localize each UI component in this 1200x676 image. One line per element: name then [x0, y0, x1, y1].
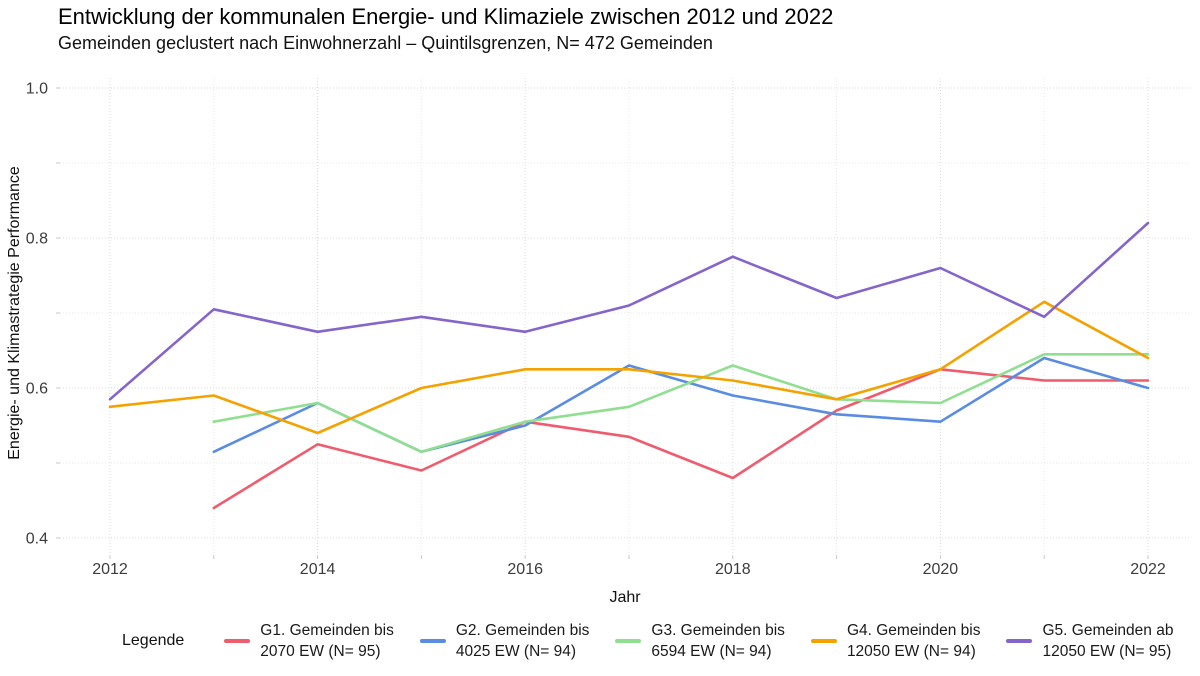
legend: Legende G1. Gemeinden bis 2070 EW (N= 95)… — [122, 620, 1173, 662]
series-line-g1 — [212, 367, 1150, 510]
legend-swatch-g5 — [1006, 639, 1033, 643]
y-axis-title: Energie- und Klimastrategie Performance — [6, 166, 23, 460]
x-tick-label: 2016 — [507, 561, 543, 578]
y-tick-label: 0.8 — [26, 231, 48, 248]
line-chart-plot-area: 2012 2014 2016 2018 2020 2022 0.4 0.6 0.8 1.0 Jahr… — [6, 78, 1190, 606]
legend-label-g2: G2. Gemeinden bis 4025 EW (N= 94) — [455, 622, 590, 660]
chart-title: Entwicklung der kommunalen Energie- und … — [58, 4, 834, 29]
legend-title: Legende — [122, 632, 185, 649]
legend-entry-g3: G3. Gemeinden bis 6594 EW (N= 94) — [615, 620, 785, 662]
x-tick-label: 2020 — [923, 561, 959, 578]
legend-swatch-g3 — [615, 639, 642, 643]
legend-label-g5: G5. Gemeinden ab 12050 EW (N= 95) — [1042, 622, 1174, 660]
legend-swatch-g2 — [419, 639, 446, 643]
x-axis-title: Jahr — [609, 589, 641, 606]
x-tick-label: 2018 — [715, 561, 751, 578]
x-tick-label: 2022 — [1130, 561, 1166, 578]
series-line-g3 — [212, 352, 1150, 454]
legend-entry-g1: G1. Gemeinden bis 2070 EW (N= 95) — [224, 620, 394, 662]
x-tick-label: 2012 — [92, 561, 128, 578]
legend-entry-g4: G4. Gemeinden bis 12050 EW (N= 94) — [810, 620, 981, 662]
series-line-g4 — [108, 300, 1150, 435]
legend-entry-g5: G5. Gemeinden ab 12050 EW (N= 95) — [1006, 620, 1173, 662]
series-line-g5 — [108, 221, 1150, 401]
chart-subtitle: Gemeinden geclustert nach Einwohnerzahl … — [58, 33, 713, 53]
legend-label-g1: G1. Gemeinden bis 2070 EW (N= 95) — [260, 622, 394, 660]
y-tick-label: 0.4 — [26, 531, 48, 548]
y-tick-label: 0.6 — [26, 381, 48, 398]
legend-swatch-g4 — [810, 639, 837, 643]
legend-label-g3: G3. Gemeinden bis 6594 EW (N= 94) — [651, 622, 785, 660]
legend-label-g4: G4. Gemeinden bis 12050 EW (N= 94) — [846, 622, 981, 660]
x-tick-label: 2014 — [300, 561, 336, 578]
y-tick-label: 1.0 — [26, 81, 48, 98]
legend-entry-g2: G2. Gemeinden bis 4025 EW (N= 94) — [419, 620, 590, 662]
legend-swatch-g1 — [224, 639, 251, 643]
